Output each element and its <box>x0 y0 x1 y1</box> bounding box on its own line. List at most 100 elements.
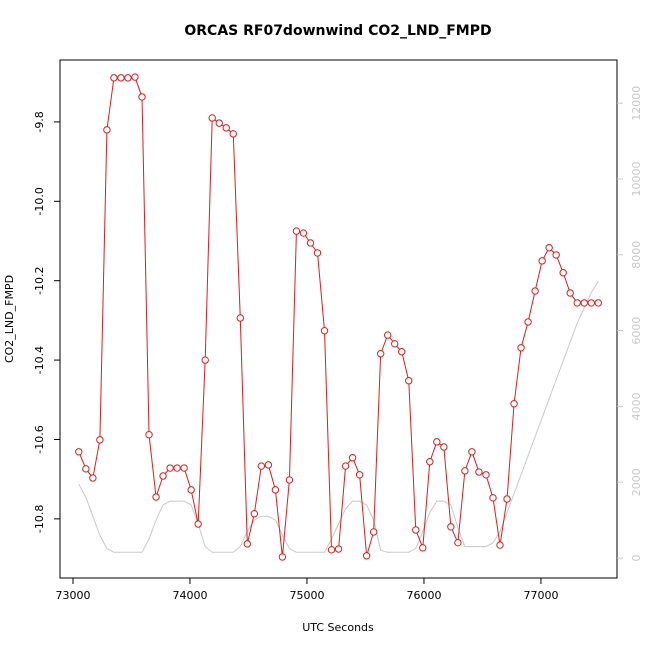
data-point <box>496 541 504 549</box>
data-point <box>236 314 244 322</box>
data-point <box>250 509 259 518</box>
data-point <box>468 448 476 456</box>
data-point <box>503 495 511 503</box>
data-point <box>180 464 188 472</box>
x-tick-label: 75000 <box>289 589 324 602</box>
data-point <box>285 476 294 484</box>
data-point <box>131 73 139 81</box>
y-tick-label: -9.8 <box>33 111 46 132</box>
data-point <box>405 377 413 385</box>
data-point <box>433 438 441 446</box>
data-point <box>103 126 111 134</box>
x-tick-label: 77000 <box>523 589 558 602</box>
data-point <box>482 471 490 479</box>
y-tick-label: -10.8 <box>33 505 46 533</box>
data-point <box>138 93 146 101</box>
data-point <box>152 493 160 501</box>
y-tick-label: -10.2 <box>33 266 46 294</box>
x-tick-label: 74000 <box>172 589 207 602</box>
data-point <box>243 540 252 548</box>
data-point <box>531 287 539 295</box>
data-point <box>222 124 230 132</box>
data-point <box>398 348 406 356</box>
data-point <box>391 340 399 348</box>
data-point <box>566 289 574 297</box>
y-axis-label: CO2_LND_FMPD <box>3 275 16 363</box>
data-point <box>96 436 104 444</box>
data-point <box>341 462 350 470</box>
data-point <box>383 331 392 339</box>
data-point <box>194 520 202 528</box>
x-tick-label: 73000 <box>55 589 90 602</box>
data-point <box>594 299 602 307</box>
data-point <box>454 538 462 547</box>
data-point <box>110 74 118 82</box>
data-point <box>208 114 216 122</box>
data-point <box>306 239 315 247</box>
data-point <box>362 552 371 560</box>
y2-tick-label: 6000 <box>630 317 643 345</box>
data-point <box>587 299 595 307</box>
y-tick-label: -10.4 <box>33 346 46 374</box>
data-point <box>447 523 455 531</box>
data-point <box>376 350 385 358</box>
data-point <box>412 526 420 534</box>
data-point <box>145 431 153 439</box>
data-point <box>369 528 378 536</box>
chart-title: ORCAS RF07downwind CO2_LND_FMPD <box>184 23 491 39</box>
data-point <box>82 465 90 473</box>
y2-tick-label: 0 <box>630 554 643 561</box>
data-point <box>419 544 427 552</box>
series-line <box>78 281 599 553</box>
data-point <box>510 400 518 408</box>
data-point <box>538 257 546 265</box>
plot-frame <box>59 59 618 579</box>
y2-tick-label: 8000 <box>630 241 643 269</box>
y-tick-label: -10.6 <box>33 425 46 453</box>
data-point <box>327 546 336 554</box>
data-point <box>124 74 132 82</box>
data-point <box>348 454 357 462</box>
data-point <box>278 553 287 561</box>
data-point <box>166 464 174 472</box>
data-point <box>461 467 469 475</box>
x-tick-label: 76000 <box>406 589 441 602</box>
data-point <box>552 251 560 259</box>
data-point <box>545 244 553 252</box>
data-point <box>159 472 167 480</box>
data-point <box>524 318 532 326</box>
data-point <box>320 327 329 335</box>
y-tick-label: -10.0 <box>33 187 46 215</box>
y2-tick-label: 2000 <box>630 468 643 496</box>
data-point <box>440 443 448 451</box>
x-axis-label: UTC Seconds <box>302 621 374 634</box>
data-point <box>201 356 209 364</box>
data-point <box>426 457 434 466</box>
data-point <box>517 344 525 352</box>
data-point <box>355 471 364 479</box>
y2-tick-label: 4000 <box>630 392 643 420</box>
data-point <box>489 494 497 502</box>
data-point <box>215 119 223 127</box>
data-point <box>334 545 343 553</box>
data-point <box>257 462 266 470</box>
data-point <box>580 299 588 307</box>
data-point <box>271 486 280 494</box>
data-point <box>292 227 301 235</box>
data-point <box>299 229 308 237</box>
data-point <box>75 448 83 456</box>
data-point <box>229 130 237 138</box>
y2-tick-label: 12000 <box>630 86 643 121</box>
data-point <box>117 74 125 82</box>
data-point <box>89 474 97 482</box>
data-point <box>264 461 273 469</box>
data-point <box>313 249 322 257</box>
data-point <box>573 299 581 307</box>
data-point <box>559 269 567 277</box>
y2-tick-label: 10000 <box>630 162 643 197</box>
data-point <box>475 468 483 476</box>
data-point <box>187 486 195 494</box>
data-point <box>173 464 181 472</box>
